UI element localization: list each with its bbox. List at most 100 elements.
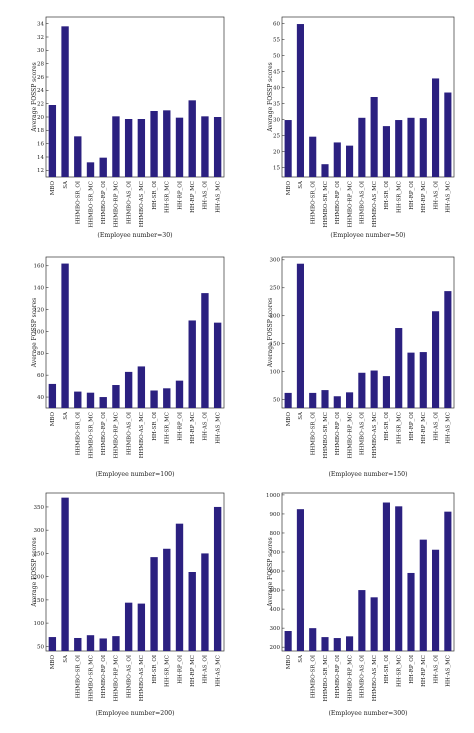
x-tick-label: HH-RP_OI <box>409 655 415 684</box>
y-tick-label: 160 <box>34 264 45 270</box>
chart-panel-4: 50 100 150 200 250 300 MBO SA HHMBO-SR_OI HHMBO-S… <box>267 256 455 478</box>
bar <box>175 380 184 408</box>
bar <box>309 392 317 408</box>
bar <box>86 162 95 177</box>
bar <box>333 142 341 177</box>
x-tick-label: HHMBO-RP_MC <box>114 412 120 458</box>
x-tick-label: HH-AS_OI <box>433 412 439 441</box>
chart-panel-1: 12 14 16 18 20 22 24 26 28 30 32 34 MBO SA HHMBO-SR_OI… <box>31 16 225 239</box>
bar <box>213 322 222 408</box>
x-tick-label: HH-AS_MC <box>215 412 221 444</box>
bar <box>407 117 415 177</box>
bar <box>86 392 95 408</box>
x-tick-label: HHMBO-AS_MC <box>372 655 378 701</box>
bar <box>48 637 57 651</box>
bar <box>370 370 378 408</box>
bar <box>407 572 415 651</box>
x-tick-label: HHMBO-SR_MC <box>88 655 94 701</box>
x-tick-label: HH-RP_MC <box>190 181 196 213</box>
x-axis-caption: (Employee number=50) <box>330 232 405 239</box>
x-tick-label: HH-RP_OI <box>409 181 415 210</box>
y-tick-label: 300 <box>270 626 281 632</box>
x-tick-label: HH-SR_OI <box>152 181 158 210</box>
bar <box>137 603 146 651</box>
x-tick-label: HH-RP_OI <box>409 412 415 441</box>
bar <box>112 636 120 651</box>
bar <box>321 390 329 408</box>
x-tick-label: HHMBO-AS_MC <box>372 181 378 227</box>
bar <box>61 26 69 178</box>
bar <box>395 328 403 408</box>
bar <box>432 549 440 651</box>
y-tick-label: 26 <box>37 75 44 81</box>
x-tick-label: HH-SR_OI <box>384 412 390 441</box>
x-tick-label: HH-SR_MC <box>165 655 171 687</box>
bar <box>137 119 146 177</box>
x-tick-label: HHMBO-AS_OI <box>360 412 366 455</box>
x-tick-label: HHMBO-AS_OI <box>126 412 132 455</box>
bar <box>188 100 196 177</box>
y-tick-label: 300 <box>270 258 281 264</box>
y-tick-label: 18 <box>37 128 44 134</box>
y-tick-label: 200 <box>34 575 45 581</box>
bar <box>99 638 107 651</box>
bar <box>382 376 390 408</box>
x-tick-label: HH-SR_MC <box>165 412 171 444</box>
y-axis-label: Average FOSSP scores <box>31 62 38 132</box>
x-tick-label: HHMBO-RP_OI <box>101 412 107 455</box>
bar <box>296 263 304 408</box>
y-tick-label: 100 <box>270 370 281 376</box>
x-tick-label: HH-RP_MC <box>421 412 427 444</box>
y-tick-label: 40 <box>37 395 44 401</box>
y-tick-label: 55 <box>273 37 280 43</box>
x-tick-label: HHMBO-SR_OI <box>311 412 317 455</box>
bar <box>188 320 196 408</box>
x-tick-label: HH-AS_MC <box>215 181 221 213</box>
x-tick-label: HH-SR_OI <box>152 655 158 684</box>
y-tick-label: 20 <box>37 115 44 121</box>
x-tick-label: HHMBO-AS_OI <box>126 181 132 224</box>
x-tick-label: HHMBO-AS_MC <box>372 412 378 458</box>
x-tick-label: HHMBO-RP_MC <box>347 181 353 227</box>
bar <box>137 366 146 408</box>
x-tick-label: HHMBO-AS_MC <box>139 412 145 458</box>
bar <box>163 548 171 651</box>
x-tick-label: HH-AS_MC <box>446 181 452 213</box>
bar <box>163 110 171 177</box>
x-tick-label: HHMBO-RP_OI <box>335 181 341 224</box>
x-tick-label: MBO <box>50 655 56 670</box>
x-tick-label: HH-AS_MC <box>215 655 221 687</box>
x-tick-label: HH-SR_MC <box>397 412 403 444</box>
bar <box>444 511 452 651</box>
bar <box>48 105 57 177</box>
x-tick-label: MBO <box>286 181 292 196</box>
bar <box>358 117 366 177</box>
bar <box>163 388 171 408</box>
y-tick-label: 28 <box>37 62 44 68</box>
y-tick-label: 22 <box>37 102 44 108</box>
bar <box>124 119 133 177</box>
bar <box>213 506 222 651</box>
y-tick-label: 50 <box>273 53 280 59</box>
bar <box>382 126 390 177</box>
bar <box>201 553 209 651</box>
x-tick-label: SA <box>298 411 304 420</box>
x-tick-label: HHMBO-AS_MC <box>139 655 145 701</box>
y-axis-label: Average FOSSP scores <box>267 62 274 132</box>
x-tick-label: HHMBO-RP_OI <box>335 655 341 698</box>
bar <box>124 371 133 408</box>
y-tick-label: 60 <box>273 21 280 27</box>
x-tick-label: HH-RP_MC <box>421 181 427 213</box>
x-tick-label: HHMBO-AS_MC <box>139 181 145 227</box>
y-tick-label: 600 <box>270 569 281 575</box>
x-tick-label: HH-AS_OI <box>433 181 439 210</box>
x-tick-label: HHMBO-SR_OI <box>76 181 82 224</box>
bar <box>284 631 292 651</box>
y-tick-label: 100 <box>34 621 45 627</box>
bar <box>432 78 440 177</box>
bar <box>346 145 354 177</box>
x-tick-label: HHMBO-SR_OI <box>311 655 317 698</box>
bar <box>201 293 209 408</box>
x-tick-label: MBO <box>286 412 292 427</box>
y-tick-label: 300 <box>34 528 45 534</box>
